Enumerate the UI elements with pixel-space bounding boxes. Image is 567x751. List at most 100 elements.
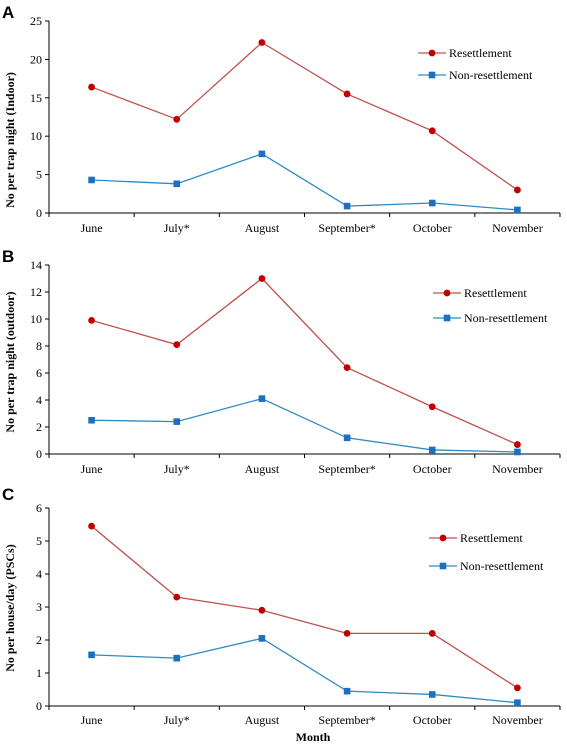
panel-a: A No per trap night (Indoor) 0 5 10 15 20 25 J… [2, 3, 561, 235]
y-tick-label: 1 [36, 666, 42, 680]
data-point-non-resettlement [88, 176, 95, 184]
y-tick-label: 10 [30, 312, 42, 326]
x-tick-label: November [492, 713, 543, 727]
y-tick-label: 5 [36, 168, 42, 182]
legend-label: Resettlement [449, 46, 512, 60]
x-tick-label: November [492, 221, 543, 235]
panel-letter: A [2, 3, 14, 22]
x-tick-label: June [81, 221, 103, 235]
data-point-non-resettlement [173, 418, 181, 425]
panel-letter: C [2, 485, 14, 504]
data-point-non-resettlement [514, 448, 521, 456]
data-point-resettlement [173, 341, 181, 349]
y-tick-label: 20 [30, 52, 42, 66]
series-line [91, 41, 518, 191]
data-point-non-resettlement [343, 434, 351, 442]
legend-marker [428, 71, 436, 79]
data-point-non-resettlement [514, 699, 521, 706]
legend-label: Resettlement [460, 531, 523, 545]
x-tick-label: September* [318, 713, 375, 727]
legend-label: Non-resettlement [464, 311, 548, 325]
data-point-non-resettlement [258, 150, 266, 158]
panel-letter: B [2, 247, 14, 266]
y-tick-label: 2 [36, 633, 42, 647]
x-tick-label: October [413, 462, 452, 476]
data-point-non-resettlement [428, 446, 436, 454]
x-tick-label: June [81, 713, 103, 727]
x-tick-label: October [413, 221, 452, 235]
y-axis-title: No per trap night (outdoor) [3, 291, 17, 432]
data-point-non-resettlement [428, 691, 436, 698]
series-line [91, 637, 518, 704]
y-tick-label: 25 [30, 14, 42, 28]
x-tick-label: August [245, 221, 280, 235]
x-tick-label: August [245, 462, 280, 476]
x-tick-label: September* [318, 462, 375, 476]
legend-label: Non-resettlement [460, 559, 544, 573]
data-point-non-resettlement [343, 687, 351, 695]
data-point-non-resettlement [343, 202, 351, 210]
panel-c: C No per house/day (PSCs) 0 1 2 3 4 5 6 June Jul… [2, 485, 561, 727]
x-tick-label: September* [318, 221, 375, 235]
y-tick-label: 14 [30, 258, 42, 272]
data-point-non-resettlement [258, 395, 266, 402]
legend-label: Resettlement [464, 286, 527, 300]
y-tick-label: 3 [36, 600, 42, 614]
x-tick-label: November [492, 462, 543, 476]
y-tick-label: 0 [36, 447, 42, 461]
data-point-non-resettlement [258, 635, 266, 642]
x-tick-label: June [81, 462, 103, 476]
y-axis-title: No per trap night (Indoor) [3, 72, 17, 208]
data-point-non-resettlement [173, 180, 181, 188]
legend-label: Non-resettlement [449, 68, 533, 82]
data-point-resettlement [343, 364, 351, 371]
y-tick-label: 4 [36, 567, 42, 581]
data-point-resettlement [428, 403, 436, 411]
data-point-resettlement [514, 684, 521, 692]
data-point-resettlement [343, 90, 351, 98]
series-line [91, 525, 518, 689]
y-tick-label: 8 [36, 339, 42, 353]
data-point-resettlement [88, 316, 95, 324]
x-tick-label: July* [164, 713, 190, 727]
data-point-non-resettlement [88, 651, 95, 659]
data-point-resettlement [428, 630, 436, 637]
data-point-resettlement [514, 186, 521, 194]
y-tick-label: 0 [36, 699, 42, 713]
y-tick-label: 4 [36, 393, 42, 407]
y-tick-label: 12 [30, 285, 42, 299]
data-point-resettlement [428, 127, 436, 135]
data-point-resettlement [88, 83, 95, 91]
x-axis-title: Month [296, 730, 331, 744]
x-tick-label: July* [164, 462, 190, 476]
x-tick-label: October [413, 713, 452, 727]
data-point-resettlement [258, 275, 266, 282]
series-line [91, 397, 518, 453]
legend-marker [439, 534, 447, 542]
panel-b: B No per trap night (outdoor) 0 2 4 6 8 10 12 1… [2, 247, 561, 476]
series-line [91, 153, 518, 211]
legend-marker [443, 314, 451, 322]
y-tick-label: 5 [36, 534, 42, 548]
data-point-resettlement [343, 630, 351, 637]
data-point-non-resettlement [88, 416, 95, 424]
data-point-resettlement [514, 441, 521, 448]
data-point-resettlement [88, 522, 95, 530]
data-point-resettlement [258, 606, 266, 614]
y-tick-label: 0 [36, 206, 42, 220]
legend-marker [443, 289, 451, 297]
data-point-resettlement [173, 593, 181, 601]
data-point-resettlement [258, 39, 266, 46]
y-tick-label: 10 [30, 129, 42, 143]
x-tick-label: August [245, 713, 280, 727]
data-point-non-resettlement [428, 199, 436, 207]
data-point-non-resettlement [173, 654, 181, 662]
data-point-resettlement [173, 115, 181, 123]
legend-marker [428, 49, 436, 57]
legend-marker [439, 562, 447, 570]
x-tick-label: July* [164, 221, 190, 235]
y-tick-label: 6 [36, 501, 42, 515]
series-line [91, 277, 518, 446]
